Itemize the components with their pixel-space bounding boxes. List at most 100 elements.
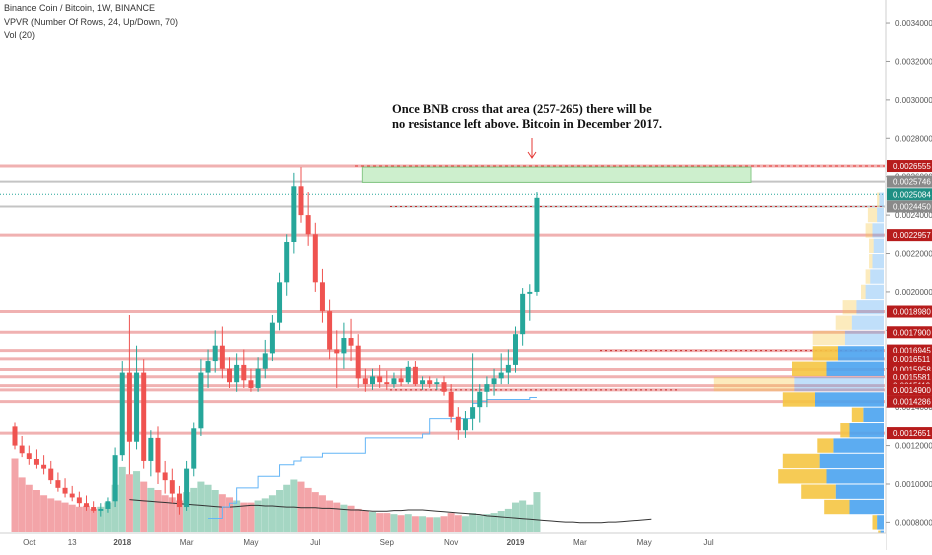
volume-bar — [304, 487, 312, 532]
volume-bar — [97, 506, 105, 532]
candle-body — [26, 453, 32, 460]
price-level-tag — [887, 352, 932, 365]
candle-body — [219, 345, 225, 369]
volume-ma-line — [129, 499, 652, 524]
price-axis — [886, 0, 932, 550]
candle-body — [255, 368, 261, 388]
x-tick-label: 13 — [68, 538, 77, 547]
x-tick-label: Mar — [180, 538, 194, 547]
vpvr-bar — [840, 423, 850, 438]
candle-body — [184, 468, 190, 508]
volume-bar — [483, 514, 491, 532]
vpvr-bar — [849, 423, 884, 438]
vpvr-bar — [879, 192, 884, 207]
price-level-label: 0.0014900 — [893, 386, 931, 395]
x-tick-label: May — [243, 538, 258, 547]
volume-bar — [376, 513, 384, 532]
vpvr-bar — [812, 330, 845, 346]
candle-body — [420, 380, 426, 385]
y-tick-label: 0.0020000 — [895, 288, 932, 297]
volume-bar — [526, 504, 534, 532]
time-axis — [0, 533, 886, 550]
candle-body — [362, 378, 368, 385]
volume-bar — [83, 505, 90, 532]
vpvr-bar — [826, 469, 884, 484]
volume-bar — [147, 487, 155, 532]
volume-bar — [512, 502, 519, 532]
candle-body — [305, 215, 311, 235]
candle-body — [262, 353, 268, 369]
volume-bar — [183, 492, 191, 532]
candle-body — [448, 391, 454, 417]
volume-bar — [497, 511, 505, 532]
candle-body — [491, 378, 497, 385]
candle-body — [405, 366, 411, 383]
candle-body — [412, 366, 418, 385]
volume-bar — [519, 500, 527, 532]
vpvr-bar — [835, 484, 884, 499]
candle-body — [277, 282, 283, 323]
volume-bar — [54, 500, 62, 532]
candle-body — [527, 291, 533, 294]
volume-bar — [297, 481, 305, 532]
vpvr-bar — [865, 284, 884, 300]
price-level-tag — [887, 427, 932, 440]
volume-bar — [154, 490, 162, 532]
vpvr-bar — [801, 484, 836, 499]
vpvr-bar — [835, 315, 852, 330]
volume-bar — [61, 502, 69, 532]
volume-bar — [247, 502, 255, 532]
candle-body — [105, 501, 111, 509]
volume-bar — [133, 471, 141, 532]
price-level-label: 0.0014286 — [893, 398, 931, 407]
volume-bar — [340, 504, 348, 532]
vpvr-bar — [865, 269, 871, 284]
candle-body — [312, 234, 318, 283]
volume-bar — [32, 490, 40, 532]
annotation-line-1: Once BNB cross that area (257-265) there… — [392, 102, 652, 116]
vpvr-bar — [865, 223, 873, 238]
volume-bar — [361, 511, 369, 532]
vpvr-bar — [851, 315, 884, 330]
candle-body — [55, 480, 61, 488]
volume-bar — [75, 506, 83, 532]
price-level-tag — [887, 395, 932, 408]
candle-body — [284, 241, 290, 283]
x-tick-label: Oct — [23, 538, 36, 547]
candle-body — [212, 345, 218, 362]
volume-bar — [397, 515, 405, 532]
volume-bar — [240, 502, 248, 532]
volume-bar — [233, 500, 241, 532]
volume-bar — [426, 517, 434, 532]
indicator-vol-label: Vol (20) — [4, 30, 36, 40]
volume-bar — [25, 484, 33, 532]
volume-bar — [161, 495, 169, 532]
price-level-label: 0.0015581 — [893, 373, 931, 382]
x-tick-label: Nov — [444, 538, 458, 547]
vpvr-bar — [833, 438, 884, 453]
candle-body — [205, 361, 211, 373]
candle-body — [327, 311, 333, 350]
vpvr-bar — [873, 238, 884, 254]
price-level-tag — [887, 175, 932, 188]
candle-body — [227, 368, 232, 383]
volume-bar — [197, 481, 205, 532]
volume-bar — [369, 512, 376, 532]
vpvr-bar — [856, 300, 884, 315]
y-tick-label: 0.0010000 — [895, 480, 932, 489]
candle-body — [62, 487, 68, 494]
volume-bar — [419, 516, 427, 532]
candle-body — [162, 472, 168, 481]
candle-body — [198, 372, 204, 429]
price-level-label: 0.0026555 — [893, 162, 931, 171]
volume-bar — [440, 516, 448, 532]
candle-body — [377, 376, 383, 383]
vpvr-bar — [861, 284, 866, 300]
vpvr-bar — [782, 392, 815, 407]
candle-body — [48, 468, 54, 481]
candle-body — [355, 345, 361, 379]
vpvr-bar — [778, 469, 827, 484]
volume-bar — [347, 505, 355, 532]
